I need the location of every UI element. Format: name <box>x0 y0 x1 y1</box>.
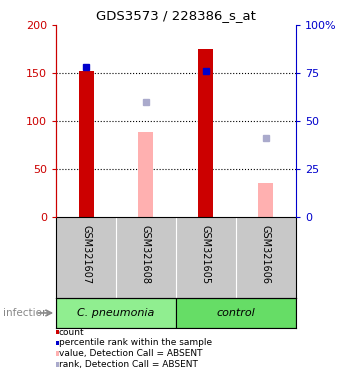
Text: GSM321608: GSM321608 <box>141 225 151 284</box>
Bar <box>79 71 94 217</box>
Bar <box>176 298 296 328</box>
Text: rank, Detection Call = ABSENT: rank, Detection Call = ABSENT <box>59 360 198 369</box>
Text: GSM321606: GSM321606 <box>261 225 271 284</box>
Text: C. pneumonia: C. pneumonia <box>77 308 155 318</box>
Text: control: control <box>217 308 255 318</box>
Text: infection: infection <box>3 308 49 318</box>
Title: GDS3573 / 228386_s_at: GDS3573 / 228386_s_at <box>96 9 256 22</box>
Text: GSM321605: GSM321605 <box>201 225 211 284</box>
Text: count: count <box>59 328 85 337</box>
Text: percentile rank within the sample: percentile rank within the sample <box>59 338 212 348</box>
Bar <box>56 298 176 328</box>
Text: GSM321607: GSM321607 <box>81 225 91 284</box>
Bar <box>258 184 273 217</box>
Text: value, Detection Call = ABSENT: value, Detection Call = ABSENT <box>59 349 202 358</box>
Bar <box>138 132 153 217</box>
Bar <box>199 49 214 217</box>
